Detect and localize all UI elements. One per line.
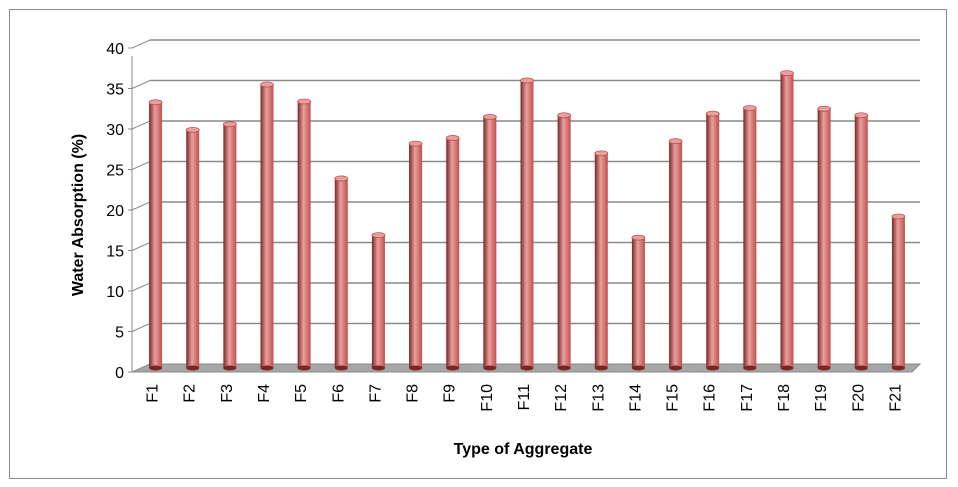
x-tick-label: F10 — [479, 384, 496, 412]
bar-F4 — [260, 81, 274, 371]
bar-F3 — [222, 121, 237, 371]
y-axis-title: Water Absorption (%) — [70, 134, 87, 296]
bar-F16 — [705, 110, 720, 371]
y-tick-label: 25 — [106, 163, 124, 180]
x-tick-label: F11 — [516, 384, 533, 410]
x-tick-label: F1 — [145, 384, 162, 403]
gridline-depth — [131, 39, 151, 49]
x-tick-label: F3 — [219, 384, 236, 403]
bar-F9 — [445, 135, 460, 371]
bar-F13 — [594, 150, 609, 371]
bar-F10 — [482, 114, 497, 371]
x-tick-label: F13 — [590, 384, 607, 412]
gridline-depth — [131, 120, 151, 130]
x-tick-label: F15 — [665, 384, 682, 412]
x-tick-label: F7 — [367, 384, 384, 403]
bar-F1 — [148, 99, 163, 371]
bars — [148, 70, 906, 371]
bar-F7 — [371, 232, 386, 371]
bar-F12 — [557, 112, 572, 371]
bar-F14 — [631, 234, 646, 371]
y-tick-label: 15 — [106, 244, 124, 261]
x-tick-label: F16 — [702, 384, 719, 412]
y-tick-label: 35 — [106, 82, 124, 99]
x-tick-label: F19 — [813, 384, 830, 412]
gridline-depth — [131, 201, 151, 211]
x-axis-ticks: F1 F2 F3 F4 F5 F6 F7 F8 F9 F10 F11 F12 F13 F14 F15 F16 F… — [145, 384, 905, 412]
y-tick-label: 30 — [106, 122, 124, 139]
x-tick-label: F2 — [182, 384, 199, 403]
x-tick-label: F21 — [887, 384, 904, 412]
y-tick-label: 0 — [115, 365, 124, 382]
x-tick-label: F5 — [293, 384, 310, 403]
bar-F5 — [297, 98, 312, 371]
y-tick-label: 5 — [115, 325, 124, 342]
bar-F6 — [334, 175, 349, 371]
y-tick-label: 20 — [106, 203, 124, 220]
y-tick-label: 40 — [106, 41, 124, 58]
x-tick-label: F9 — [442, 384, 459, 403]
x-tick-label: F6 — [330, 384, 347, 403]
bar-F11 — [520, 77, 534, 371]
bar-F19 — [817, 105, 832, 371]
bar-F15 — [668, 138, 683, 371]
bar-F18 — [780, 70, 794, 371]
bar-F21 — [891, 213, 906, 371]
bar-F20 — [854, 112, 869, 371]
x-tick-label: F4 — [256, 384, 273, 403]
x-tick-label: F14 — [627, 384, 644, 412]
x-axis-title: Type of Aggregate — [454, 441, 593, 458]
x-tick-label: F12 — [553, 384, 570, 412]
gridline-depth — [131, 323, 151, 332]
x-tick-label: F20 — [850, 384, 867, 412]
x-tick-label: F8 — [405, 384, 422, 403]
gridline-depth — [131, 282, 151, 292]
gridline-depth — [131, 242, 151, 251]
gridline-depth — [131, 80, 151, 89]
x-tick-label: F18 — [776, 384, 793, 412]
x-tick-label: F17 — [739, 384, 756, 412]
bar-F8 — [408, 140, 423, 371]
bar-F17 — [742, 105, 757, 371]
y-axis-ticks: 0 5 10 15 20 25 30 35 40 — [106, 41, 132, 382]
y-tick-label: 10 — [106, 284, 124, 301]
bar-F2 — [185, 126, 200, 371]
gridline-depth — [131, 161, 151, 170]
